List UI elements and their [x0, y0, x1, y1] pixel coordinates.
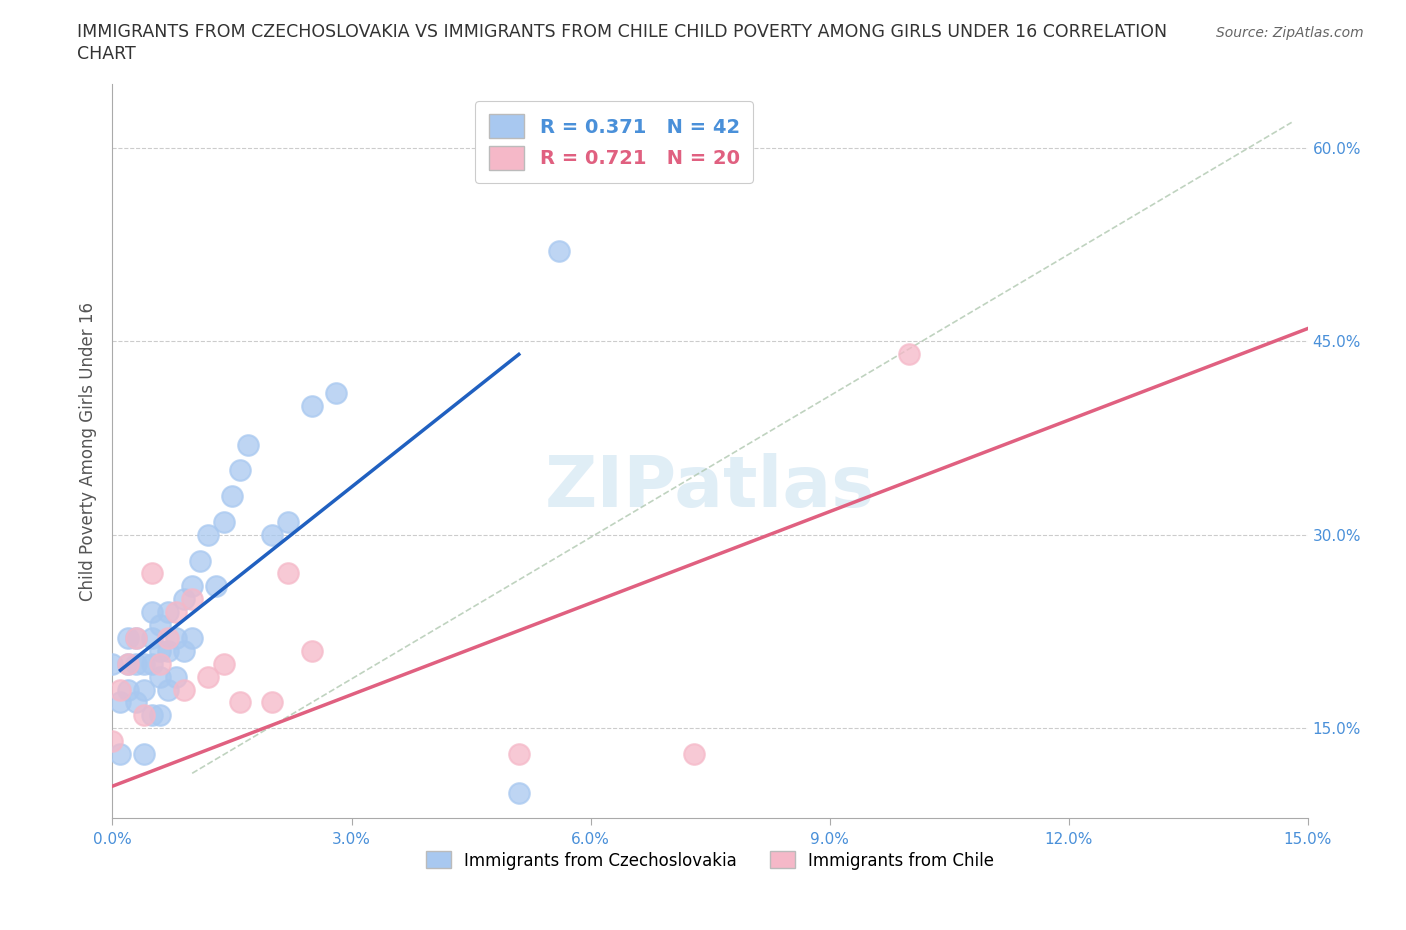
Point: [149, 618, 172, 632]
Point: [134, 657, 156, 671]
Point: [325, 386, 347, 401]
Point: [134, 747, 156, 762]
Point: [141, 631, 163, 645]
Point: [149, 708, 172, 723]
Point: [898, 347, 921, 362]
Point: [547, 244, 569, 259]
Point: [165, 670, 187, 684]
Point: [101, 657, 124, 671]
Text: ZIPatlas: ZIPatlas: [546, 453, 875, 523]
Point: [117, 657, 139, 671]
Point: [125, 631, 148, 645]
Point: [157, 604, 180, 619]
Point: [141, 708, 163, 723]
Point: [236, 437, 259, 452]
Point: [141, 657, 163, 671]
Text: IMMIGRANTS FROM CZECHOSLOVAKIA VS IMMIGRANTS FROM CHILE CHILD POVERTY AMONG GIRL: IMMIGRANTS FROM CZECHOSLOVAKIA VS IMMIGR…: [77, 23, 1167, 41]
Point: [165, 631, 187, 645]
Point: [229, 463, 252, 478]
Point: [260, 527, 283, 542]
Point: [149, 670, 172, 684]
Point: [149, 644, 172, 658]
Point: [117, 682, 139, 697]
Point: [229, 695, 252, 710]
Point: [125, 695, 148, 710]
Point: [181, 631, 204, 645]
Point: [221, 489, 243, 504]
Point: [197, 527, 219, 542]
Point: [157, 682, 180, 697]
Point: [134, 682, 156, 697]
Point: [212, 514, 235, 529]
Point: [212, 657, 235, 671]
Point: [101, 734, 124, 749]
Point: [125, 657, 148, 671]
Point: [125, 631, 148, 645]
Y-axis label: Child Poverty Among Girls Under 16: Child Poverty Among Girls Under 16: [79, 301, 97, 601]
Point: [157, 631, 180, 645]
Point: [260, 695, 283, 710]
Point: [173, 682, 195, 697]
Point: [508, 785, 530, 800]
Text: CHART: CHART: [77, 45, 136, 62]
Point: [197, 670, 219, 684]
Point: [141, 566, 163, 581]
Point: [301, 644, 323, 658]
Point: [173, 591, 195, 606]
Point: [110, 695, 132, 710]
Point: [277, 566, 299, 581]
Point: [508, 747, 530, 762]
Point: [149, 657, 172, 671]
Legend: Immigrants from Czechoslovakia, Immigrants from Chile: Immigrants from Czechoslovakia, Immigran…: [419, 844, 1001, 876]
Point: [141, 604, 163, 619]
Point: [181, 591, 204, 606]
Point: [110, 682, 132, 697]
Point: [277, 514, 299, 529]
Point: [110, 747, 132, 762]
Point: [188, 553, 211, 568]
Point: [117, 631, 139, 645]
Point: [181, 579, 204, 594]
Point: [134, 708, 156, 723]
Point: [683, 747, 706, 762]
Point: [157, 644, 180, 658]
Point: [165, 604, 187, 619]
Point: [301, 398, 323, 413]
Point: [205, 579, 228, 594]
Point: [117, 657, 139, 671]
Text: Source: ZipAtlas.com: Source: ZipAtlas.com: [1216, 26, 1364, 40]
Point: [173, 644, 195, 658]
